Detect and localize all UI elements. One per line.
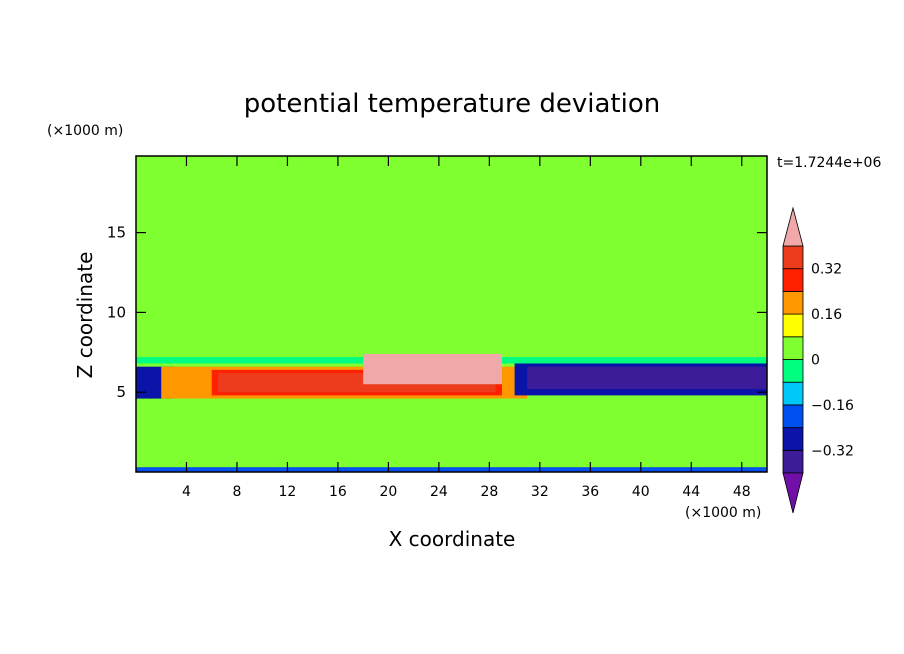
colorbar-swatch-3 (782, 381, 804, 406)
colorbar-swatch-8 (782, 268, 804, 292)
colorbar-swatch-4 (782, 359, 804, 383)
colorbar-swatch-6 (782, 313, 804, 338)
contour-region-4 (136, 277, 767, 358)
contour-region-3 (136, 258, 767, 278)
plot-area (136, 156, 767, 472)
chart-title: potential temperature deviation (244, 89, 660, 119)
colorbar-swatch-1 (782, 427, 804, 451)
colorbar-top-arrow (782, 206, 804, 247)
x-tick-label-28: 28 (480, 484, 498, 500)
x-tick-label-20: 20 (379, 484, 397, 500)
y-tick-label-5: 5 (116, 383, 126, 401)
colorbar-label-4: −0.32 (811, 443, 854, 459)
colorbar-label-3: −0.16 (811, 398, 854, 414)
contour-region-14 (527, 366, 767, 390)
colorbar-swatch-9 (782, 245, 804, 270)
contour-region-1 (136, 156, 767, 214)
contour-region-6 (136, 396, 767, 472)
colorbar-swatch-7 (782, 290, 804, 315)
x-tick-label-4: 4 (182, 484, 191, 500)
contour-region-15 (136, 467, 767, 472)
x-tick-label-40: 40 (632, 484, 650, 500)
x-axis-label: X coordinate (389, 527, 516, 551)
y-unit-label: (×1000 m) (47, 123, 123, 139)
x-tick-label-44: 44 (682, 484, 700, 500)
y-axis-label: Z coordinate (73, 252, 97, 379)
x-unit-label: (×1000 m) (685, 505, 761, 521)
y-tick-label-15: 15 (107, 224, 126, 242)
x-tick-label-12: 12 (279, 484, 297, 500)
colorbar-bottom-arrow (782, 472, 804, 514)
x-tick-label-8: 8 (232, 484, 241, 500)
colorbar-label-1: 0.16 (811, 307, 842, 323)
contour-region-2 (136, 226, 767, 257)
time-label: t=1.7244e+06 (777, 155, 881, 171)
colorbar-swatch-5 (782, 336, 804, 360)
x-tick-label-36: 36 (581, 484, 599, 500)
x-tick-label-16: 16 (329, 484, 347, 500)
colorbar-swatch-2 (782, 404, 804, 428)
plot-frame (135, 155, 768, 473)
colorbar-swatch-0 (782, 449, 804, 474)
x-tick-label-48: 48 (733, 484, 751, 500)
colorbar-label-2: 0 (811, 353, 820, 369)
x-tick-label-32: 32 (531, 484, 549, 500)
colorbar-label-0: 0.32 (811, 262, 842, 278)
contour-region-12 (363, 353, 502, 385)
x-tick-label-24: 24 (430, 484, 448, 500)
y-tick-label-10: 10 (107, 303, 126, 321)
colorbar: 0.32 0.16 0 −0.16 −0.32 (782, 206, 854, 514)
